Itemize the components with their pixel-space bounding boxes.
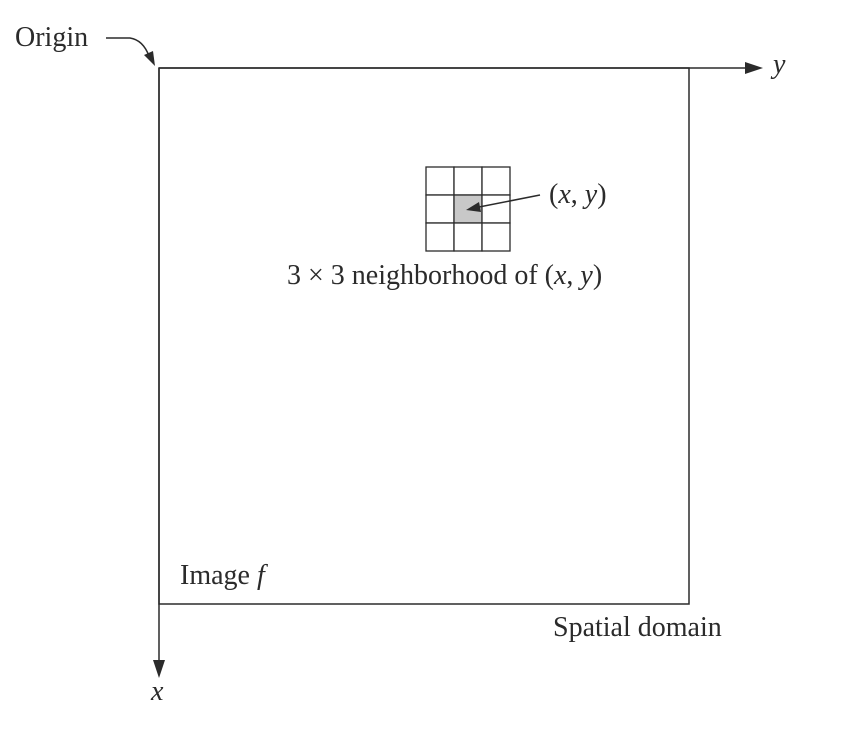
neighborhood-cell: [453, 166, 483, 196]
neighborhood-cell: [453, 222, 483, 252]
point-label-x: x: [557, 179, 571, 210]
neighborhood-label-comma: ,: [566, 260, 580, 291]
origin-pointer: [106, 37, 150, 57]
neighborhood-cell: [425, 222, 455, 252]
y-axis-arrowhead: [745, 62, 763, 74]
image-label: Image f: [180, 560, 268, 591]
neighborhood-label-prefix: 3 × 3 neighborhood of (: [287, 260, 554, 291]
point-label: (x, y): [549, 179, 607, 210]
point-label-open: (: [549, 179, 558, 210]
neighborhood-cell: [481, 194, 511, 224]
point-label-comma: ,: [571, 179, 585, 210]
point-label-y: y: [582, 179, 598, 210]
image-label-text: Image: [180, 560, 257, 591]
image-boundary: [158, 67, 690, 605]
origin-label: Origin: [15, 22, 88, 53]
center-pixel-pointer-arrowhead: [466, 202, 481, 212]
image-label-var: f: [257, 560, 268, 591]
y-axis-label: y: [770, 49, 786, 80]
neighborhood-label-close: ): [593, 260, 602, 291]
x-axis-label: x: [150, 676, 164, 707]
neighborhood-label-y: y: [577, 260, 593, 291]
point-label-close: ): [597, 179, 606, 210]
spatial-domain-label: Spatial domain: [553, 612, 722, 643]
origin-pointer-arrowhead: [144, 51, 155, 66]
neighborhood-cell: [481, 222, 511, 252]
neighborhood-label-x: x: [553, 260, 567, 291]
neighborhood-cell: [425, 166, 455, 196]
neighborhood-cell: [481, 166, 511, 196]
x-axis-arrowhead: [153, 660, 165, 678]
neighborhood-label: 3 × 3 neighborhood of (x, y): [287, 260, 602, 291]
neighborhood-cell: [425, 194, 455, 224]
center-pixel-pointer: [473, 194, 541, 209]
